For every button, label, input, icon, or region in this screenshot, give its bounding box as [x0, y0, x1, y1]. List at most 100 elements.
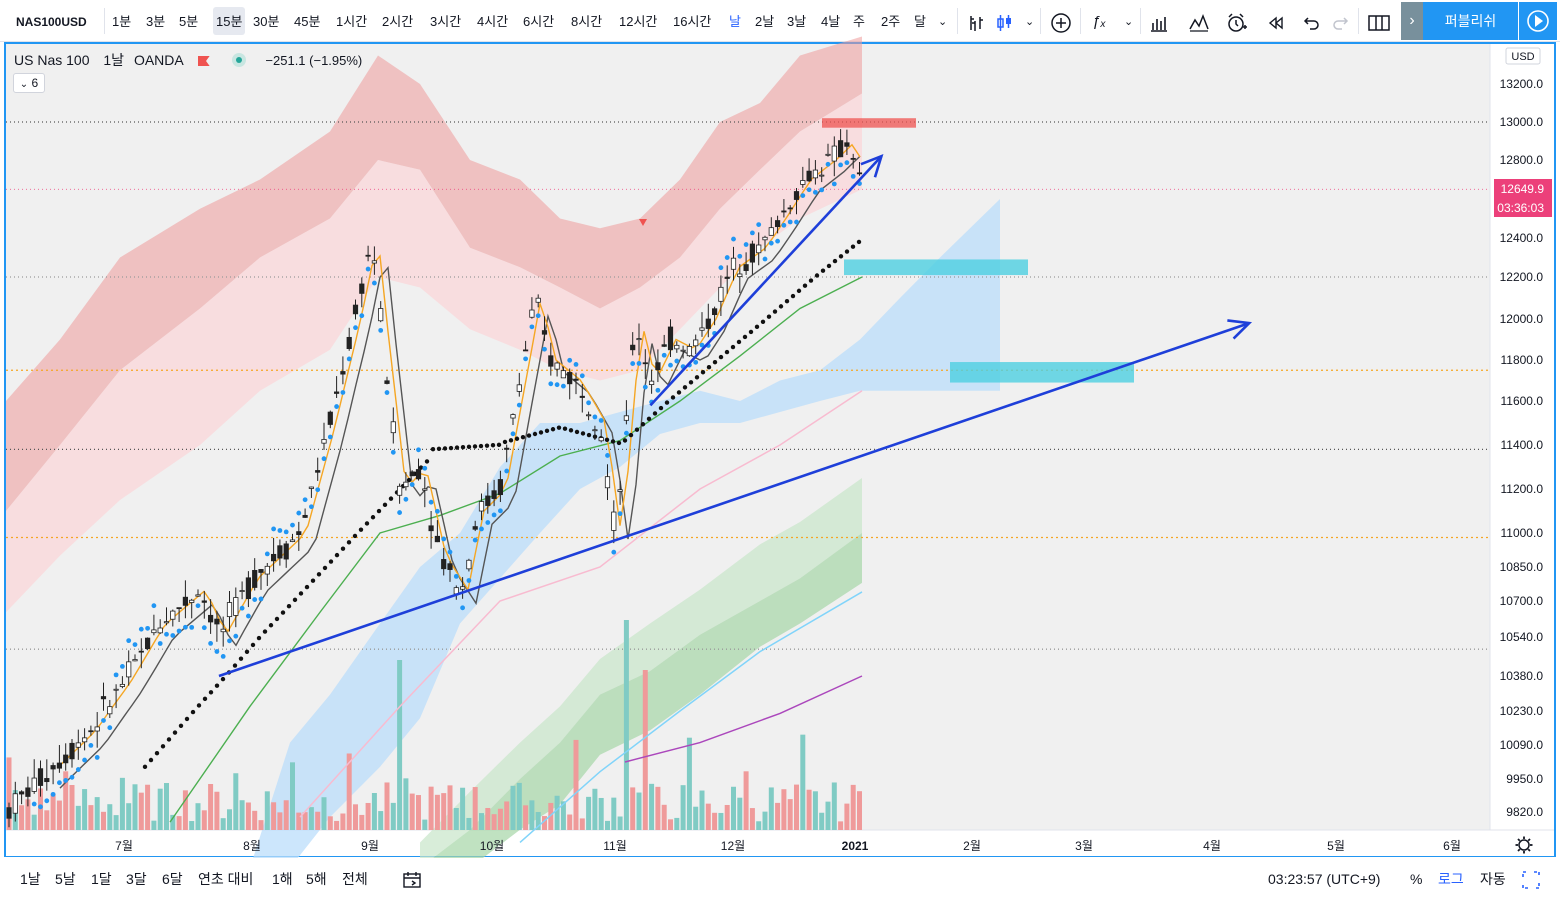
candle-body: [69, 742, 75, 760]
interval-15[interactable]: 2날: [755, 14, 775, 29]
volume-bar: [397, 660, 403, 830]
ma-dot: [526, 433, 532, 438]
alert-icon[interactable]: [1226, 0, 1248, 42]
interval-0[interactable]: 1분: [112, 14, 132, 29]
clock-readout[interactable]: 03:23:57 (UTC+9): [1268, 871, 1381, 887]
financials-icon[interactable]: [1149, 0, 1169, 42]
parabolic-sar-dot: [567, 357, 573, 363]
candle-body: [132, 659, 138, 662]
interval-12[interactable]: 12시간: [619, 14, 658, 29]
auto-scale-toggle[interactable]: 자동: [1480, 871, 1506, 887]
percent-scale-toggle[interactable]: %: [1410, 871, 1423, 887]
collapse-indicators-button[interactable]: ⌄ 6: [13, 73, 45, 93]
volume-bar: [655, 786, 661, 830]
range-4[interactable]: 6달: [162, 871, 183, 887]
layout-icon[interactable]: [1368, 0, 1390, 42]
interval-2[interactable]: 5분: [179, 14, 199, 29]
interval-7[interactable]: 2시간: [382, 14, 414, 29]
parabolic-sar-dot: [504, 468, 510, 474]
interval-13[interactable]: 16시간: [673, 14, 712, 29]
publish-button[interactable]: 퍼블리쉬: [1423, 2, 1518, 40]
symbol-search-button[interactable]: NAS100USD: [16, 15, 87, 29]
bar-countdown-label: 03:36:03: [1497, 201, 1544, 215]
indicators-fx-icon[interactable]: ƒₓ: [1092, 13, 1107, 30]
ma-dot: [388, 496, 394, 501]
interval-19[interactable]: 2주: [881, 14, 901, 29]
price-tick-label: 10700.0: [1500, 594, 1544, 608]
interval-20[interactable]: 달: [914, 14, 926, 29]
templates-icon[interactable]: [1188, 0, 1210, 42]
volume-bar: [346, 753, 352, 830]
volume-bar: [119, 777, 125, 830]
replay-icon[interactable]: [1266, 0, 1286, 42]
candle-body: [560, 370, 567, 379]
volume-bar: [573, 739, 579, 830]
range-6[interactable]: 1해: [272, 871, 293, 887]
interval-18[interactable]: 주: [853, 14, 865, 29]
undo-icon[interactable]: [1302, 0, 1322, 42]
volume-bar: [724, 804, 730, 830]
candle-body: [781, 210, 787, 213]
toolbar-divider: [1040, 8, 1041, 34]
range-2[interactable]: 1달: [91, 871, 112, 887]
interval-3[interactable]: 15분: [213, 7, 246, 35]
volume-bar: [31, 814, 37, 830]
volume-bar: [642, 670, 648, 830]
settings-gear-icon[interactable]: [1515, 836, 1533, 854]
parabolic-sar-dot: [271, 526, 276, 532]
log-scale-toggle[interactable]: 로그: [1438, 871, 1464, 887]
interval-9[interactable]: 4시간: [477, 14, 509, 29]
interval-14[interactable]: 날: [729, 14, 741, 29]
compare-plus-icon[interactable]: [1050, 0, 1072, 42]
interval-1[interactable]: 3분: [146, 14, 166, 29]
interval-8[interactable]: 3시간: [430, 14, 462, 29]
parabolic-sar-dot: [598, 418, 604, 423]
redo-icon[interactable]: [1330, 0, 1350, 42]
range-3[interactable]: 3달: [126, 871, 147, 887]
candle-body: [586, 414, 592, 417]
candle-style-icon[interactable]: [995, 0, 1015, 42]
play-icon[interactable]: [1519, 2, 1557, 40]
parabolic-sar-dot: [397, 510, 402, 515]
range-5[interactable]: 연초 대비: [198, 871, 254, 887]
candle-body: [422, 488, 428, 491]
ma-dot: [772, 309, 778, 314]
interval-5[interactable]: 45분: [294, 14, 321, 29]
range-8[interactable]: 전체: [342, 871, 368, 887]
volume-bar: [258, 820, 264, 830]
flag-icon[interactable]: [197, 56, 210, 66]
volume-bar: [308, 807, 314, 830]
parabolic-sar-dot: [819, 187, 825, 193]
interval-16[interactable]: 3날: [787, 14, 807, 29]
chevron-down-icon[interactable]: ⌄: [1025, 16, 1035, 28]
parabolic-sar-dot: [346, 356, 352, 362]
go-to-date-icon[interactable]: [402, 858, 422, 898]
volume-bar: [844, 803, 850, 830]
range-0[interactable]: 1날: [20, 871, 41, 887]
parabolic-sar-dot: [69, 774, 75, 780]
parabolic-sar-dot: [120, 664, 125, 669]
range-1[interactable]: 5날: [55, 871, 76, 887]
fullscreen-chart-icon[interactable]: [1522, 858, 1540, 898]
interval-17[interactable]: 4날: [821, 14, 841, 29]
parabolic-sar-dot: [661, 352, 667, 358]
interval-10[interactable]: 6시간: [523, 14, 555, 29]
interval-11[interactable]: 8시간: [571, 14, 603, 29]
candle-body: [466, 559, 472, 570]
bar-style-icon[interactable]: [966, 0, 986, 42]
interval-4[interactable]: 30분: [253, 14, 280, 29]
parabolic-sar-dot: [674, 358, 680, 364]
candle-body: [113, 688, 119, 691]
candle-body: [541, 330, 548, 335]
chevron-down-icon[interactable]: ⌄: [1124, 16, 1134, 28]
price-tick-label: 10540.0: [1500, 630, 1544, 644]
interval-6[interactable]: 1시간: [336, 14, 368, 29]
volume-bar: [718, 812, 724, 830]
legend-broker: OANDA: [133, 52, 184, 68]
ma-dot: [334, 552, 340, 558]
time-tick-label: 2021: [842, 839, 869, 853]
fullscreen-icon[interactable]: ›: [1401, 2, 1423, 40]
chevron-down-icon[interactable]: ⌄: [938, 16, 948, 28]
range-7[interactable]: 5해: [306, 871, 327, 887]
